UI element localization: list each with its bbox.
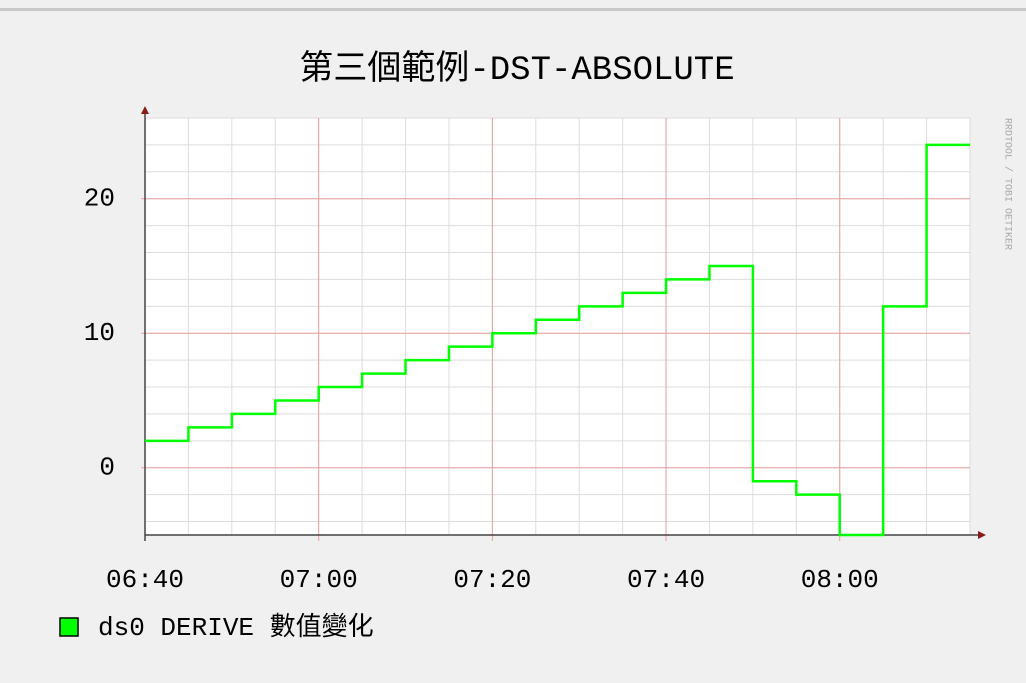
chart-title: 第三個範例-DST-ABSOLUTE [299, 49, 734, 90]
watermark: RRDTOOL / TOBI OETIKER [1001, 118, 1013, 250]
x-tick-label: 07:40 [627, 565, 705, 595]
data-line [145, 143, 970, 537]
plot-area [145, 118, 970, 535]
legend-label: ds0 DERIVE 數值變化 [98, 612, 374, 643]
x-tick-label: 07:00 [280, 565, 358, 595]
top-border [0, 8, 1026, 11]
axis-arrow [141, 106, 149, 114]
legend-swatch [59, 617, 79, 637]
x-tick-label: 08:00 [801, 565, 879, 595]
y-tick-label: 10 [84, 318, 115, 348]
y-tick-label: 0 [99, 453, 115, 483]
axis-arrow [978, 531, 986, 539]
x-tick-label: 07:20 [453, 565, 531, 595]
y-tick-label: 20 [84, 184, 115, 214]
x-tick-label: 06:40 [106, 565, 184, 595]
